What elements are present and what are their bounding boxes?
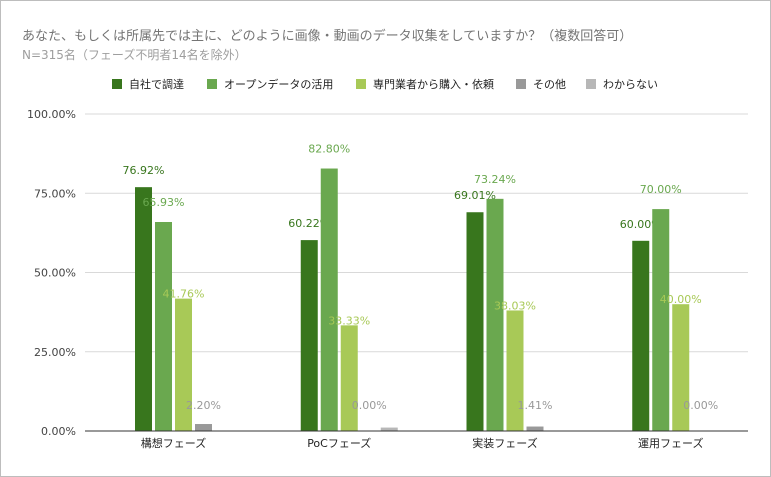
- legend-label: 専門業者から購入・依頼: [373, 77, 494, 91]
- bar: [526, 426, 544, 431]
- legend-swatch: [516, 79, 526, 89]
- legend-label: 自社で調達: [129, 77, 184, 91]
- y-tick-label: 50.00%: [34, 267, 76, 280]
- x-tick-label: 実装フェーズ: [472, 436, 537, 450]
- bar: [155, 222, 172, 431]
- x-tick-label: 構想フェーズ: [141, 436, 206, 450]
- bar: [195, 424, 212, 431]
- legend-swatch: [356, 79, 366, 89]
- chart-subtitle: N=315名（フェーズ不明者14名を除外）: [22, 48, 247, 62]
- data-label: 0.00%: [683, 399, 718, 412]
- legend-swatch: [586, 79, 596, 89]
- bar: [320, 168, 338, 432]
- legend-label: オープンデータの活用: [224, 77, 333, 91]
- data-label: 60.00%: [620, 218, 662, 231]
- data-label: 1.41%: [518, 399, 553, 412]
- data-label: 69.01%: [454, 189, 496, 202]
- bar: [672, 304, 690, 431]
- bar: [175, 298, 192, 431]
- bar: [340, 325, 358, 431]
- y-tick-label: 25.00%: [34, 346, 76, 359]
- y-tick-label: 0.00%: [41, 425, 76, 438]
- bar: [135, 187, 152, 431]
- data-label: 40.00%: [660, 293, 702, 306]
- data-label: 0.00%: [352, 399, 387, 412]
- x-tick-label: 運用フェーズ: [638, 436, 703, 450]
- bar: [632, 240, 650, 431]
- bar: [300, 240, 318, 431]
- data-label: 70.00%: [640, 183, 682, 196]
- bar: [380, 427, 398, 431]
- chart-title: あなた、もしくは所属先では主に、どのように画像・動画のデータ収集をしていますか？…: [22, 29, 633, 44]
- bar: [486, 198, 504, 431]
- data-label: 73.24%: [474, 173, 516, 186]
- data-label: 2.20%: [186, 399, 221, 412]
- x-tick-label: PoCフェーズ: [307, 436, 371, 450]
- data-label: 76.92%: [123, 164, 165, 177]
- data-label: 60.22%: [288, 217, 330, 230]
- data-label: 82.80%: [308, 143, 350, 156]
- data-label: 33.33%: [328, 314, 370, 327]
- legend-swatch: [112, 79, 122, 89]
- bar: [506, 310, 524, 431]
- data-label: 41.76%: [163, 288, 205, 301]
- data-label: 65.93%: [143, 196, 185, 209]
- legend-label: わからない: [603, 78, 658, 91]
- y-tick-label: 75.00%: [34, 187, 76, 200]
- data-label: 38.03%: [494, 299, 536, 312]
- legend-label: その他: [533, 78, 566, 91]
- legend-swatch: [207, 79, 217, 89]
- bar: [466, 212, 484, 431]
- y-tick-label: 100.00%: [27, 108, 76, 121]
- bar: [652, 209, 670, 431]
